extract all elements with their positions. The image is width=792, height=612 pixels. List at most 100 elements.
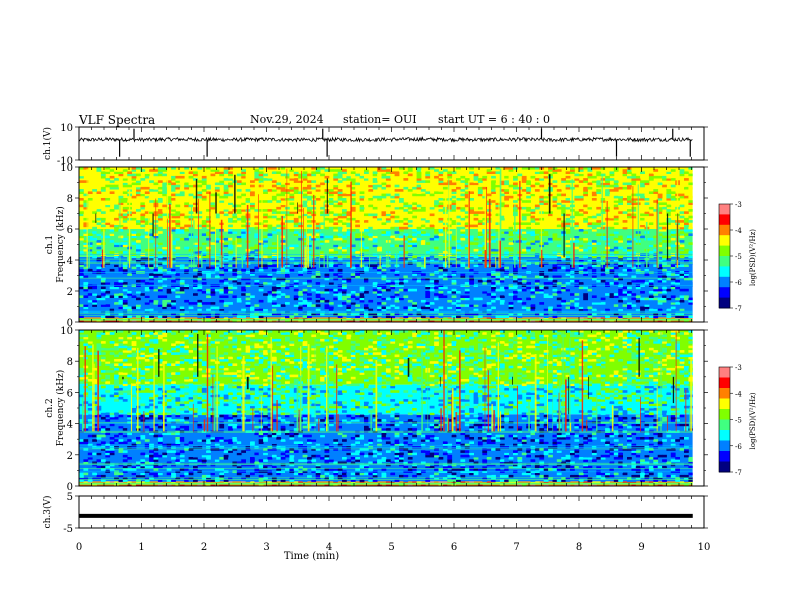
spectrogram-cell — [79, 167, 84, 170]
spectrogram-cell — [556, 308, 562, 312]
spectrogram-cell — [193, 206, 198, 210]
spectrogram-cell — [337, 255, 343, 259]
spectrogram-cell — [543, 315, 549, 318]
spectrogram-cell — [438, 293, 444, 296]
spectrogram-cell — [241, 206, 246, 210]
spectrogram-cell — [385, 313, 391, 316]
spectrogram-cell — [307, 209, 312, 212]
spectrogram-cell — [307, 186, 312, 190]
spectrogram-cell — [92, 297, 97, 301]
spectrogram-cell — [337, 279, 343, 283]
spectrogram-cell — [364, 277, 369, 281]
spectrogram-cell — [653, 240, 659, 243]
spectrogram-cell — [223, 167, 229, 170]
spectrogram-cell — [83, 231, 89, 234]
spectrogram-cell — [416, 186, 422, 190]
spectrogram-cell — [600, 169, 606, 172]
spectrogram-cell — [153, 275, 159, 279]
spectrogram-cell — [491, 273, 496, 276]
spectrogram-cell — [635, 308, 641, 312]
spectrogram-cell — [429, 220, 435, 223]
spectrogram-cell — [570, 171, 575, 174]
spectrogram-cell — [232, 264, 238, 267]
spectrogram-cell — [333, 229, 339, 232]
spectrogram-cell — [350, 206, 356, 210]
spectrogram-cell — [530, 304, 536, 307]
spectrogram-cell — [385, 193, 391, 197]
spectrogram-cell — [263, 266, 268, 270]
spectrogram-cell — [197, 175, 203, 179]
spectrogram-cell — [381, 474, 387, 478]
spectrogram-cell — [508, 297, 514, 301]
spectrogram-cell — [254, 315, 260, 318]
spectrogram-cell — [267, 167, 273, 170]
spectrogram-cell — [403, 178, 409, 181]
spectrogram-cell — [144, 306, 150, 310]
spectrogram-cell — [118, 266, 124, 270]
spectrogram-cell — [688, 315, 694, 318]
spectrogram-cell — [653, 293, 659, 296]
spectrogram-cell — [337, 474, 343, 478]
spectrogram-cell — [429, 268, 435, 272]
spectrogram-cell — [570, 474, 575, 478]
spectrogram-cell — [578, 242, 584, 245]
spectrogram-cell — [258, 319, 264, 322]
ch1-waveform-plot — [79, 128, 693, 157]
spectrogram-cell — [605, 275, 610, 279]
spectrogram-cell — [565, 186, 571, 190]
spectrogram-cell — [293, 217, 299, 221]
spectrogram-cell — [420, 169, 426, 172]
spectrogram-cell — [342, 277, 347, 281]
spectrogram-cell — [285, 175, 290, 179]
spectrogram-cell — [679, 255, 685, 259]
spectrogram-cell — [648, 275, 654, 279]
spectrogram-cell — [526, 282, 531, 285]
spectrogram-cell — [127, 291, 132, 294]
spectrogram-cell — [201, 291, 207, 294]
spectrogram-cell — [337, 477, 343, 480]
spectrogram-cell — [420, 184, 426, 188]
spectrogram-cell — [153, 302, 159, 305]
spectrogram-cell — [276, 171, 282, 174]
spectrogram-cell — [206, 291, 211, 294]
spectrogram-cell — [171, 244, 176, 248]
spectrogram-cell — [144, 315, 150, 318]
spectrogram-cell — [219, 171, 225, 174]
spectrogram-cell — [179, 180, 185, 183]
spectrogram-cell — [333, 472, 339, 476]
spectrogram-cell — [390, 295, 396, 298]
spectrogram-cell — [670, 266, 676, 270]
spectrogram-cell — [136, 180, 141, 183]
spectrogram-cell — [429, 204, 435, 208]
spectrogram-cell — [684, 483, 689, 486]
spectrogram-cell — [79, 479, 84, 482]
spectrogram-cell — [206, 319, 211, 322]
spectrogram-cell — [447, 173, 453, 177]
spectrogram-cell — [263, 220, 268, 223]
spectrogram-cell — [381, 308, 387, 312]
spectrogram-cell — [83, 302, 89, 305]
spectrogram-cell — [214, 171, 220, 174]
spectrogram-cell — [574, 302, 580, 305]
spectrogram-cell — [136, 288, 141, 292]
spectrogram-cell — [118, 242, 124, 245]
spectrogram-cell — [276, 304, 282, 307]
spectrogram-cell — [596, 474, 602, 478]
spectrogram-cell — [429, 279, 435, 283]
spectrogram-cell — [381, 288, 387, 292]
spectrogram-cell — [574, 178, 580, 181]
spectrogram-cell — [100, 220, 106, 223]
spectrogram-cell — [355, 282, 360, 285]
spectrogram-cell — [412, 273, 417, 276]
spectrogram-cell — [337, 191, 343, 194]
spectrogram-cell — [241, 231, 246, 234]
spectrogram-cell — [333, 182, 339, 186]
colorbar-cell — [719, 276, 730, 280]
spectrogram-cell — [136, 306, 141, 310]
spectrogram-cell — [280, 242, 286, 245]
spectrogram-cell — [403, 251, 409, 254]
spectrogram-cell — [315, 293, 321, 296]
spectrogram-cell — [543, 231, 549, 234]
spectrogram-cell — [438, 217, 444, 221]
spectrogram-cell — [412, 237, 417, 241]
